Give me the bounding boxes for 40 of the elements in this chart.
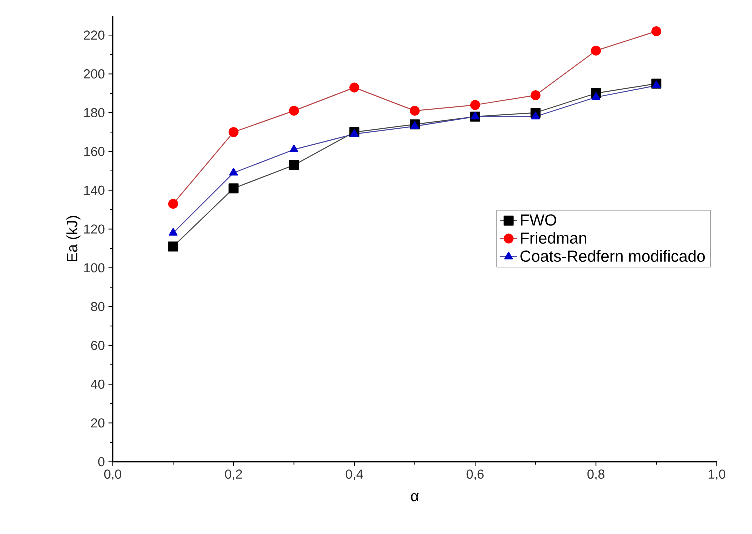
x-tick-label: 0,6 (466, 470, 484, 481)
x-axis-title: α (411, 493, 419, 502)
y-tick-label: 180 (84, 108, 105, 118)
y-tick-label: 120 (84, 224, 105, 234)
y-tick-label: 60 (91, 341, 105, 350)
y-tick-label: 80 (91, 302, 105, 312)
point (229, 168, 238, 176)
point (530, 90, 541, 100)
point (470, 100, 480, 110)
y-tick-label: 20 (91, 418, 105, 428)
x-tick-label: 1,0 (708, 470, 726, 481)
y-tick-label: 220 (84, 30, 105, 40)
point (652, 26, 662, 37)
point (228, 127, 239, 138)
point (592, 92, 601, 100)
point (228, 184, 239, 194)
x-tick-label: 0,0 (104, 470, 122, 481)
point (350, 82, 360, 93)
point (290, 144, 299, 153)
y-tick-label: 0 (98, 457, 105, 467)
point (410, 106, 420, 116)
y-tick-label: 140 (84, 186, 105, 196)
y-axis-title: Ea (kJ) (66, 216, 81, 262)
x-tick-label: 0,4 (346, 470, 364, 481)
point (531, 112, 540, 120)
legend-label: FWO (521, 214, 556, 226)
point (591, 46, 602, 56)
x-tick-label: 0,8 (588, 470, 605, 481)
point (289, 106, 300, 116)
x-tick-label: 0,2 (225, 470, 242, 481)
point (168, 199, 178, 210)
y-tick-label: 160 (84, 147, 105, 156)
y-tick-label: 200 (84, 70, 105, 79)
legend-label: Friedman (521, 232, 586, 244)
point (169, 228, 178, 236)
point (168, 242, 178, 252)
legend-label: Coats-Redfern modificado (520, 250, 706, 262)
y-tick-label: 100 (84, 263, 105, 273)
point (289, 160, 300, 170)
y-tick-label: 40 (91, 380, 105, 390)
